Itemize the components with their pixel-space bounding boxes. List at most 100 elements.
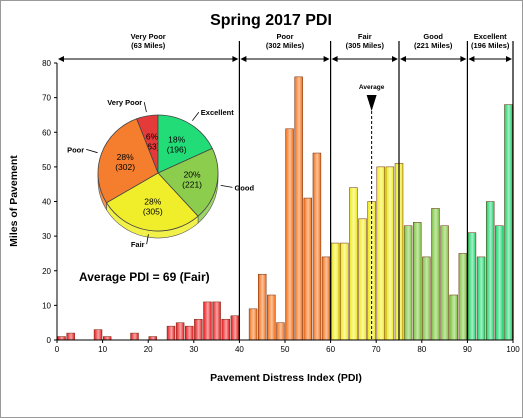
x-tick-label: 40 [235,345,244,354]
bar [102,336,112,341]
bar [276,322,285,341]
bar [66,332,75,341]
pie-slice-miles: (302) [115,162,135,172]
pie-slice [157,147,219,217]
pie-slice-percent: 18% [168,135,185,145]
plot-area: Very Poor(63 Miles)Poor(302 Miles)Fair(3… [42,32,520,354]
arrow-head-left [400,56,406,62]
x-tick-label: 80 [417,345,426,354]
band-miles-label: (221 Miles) [414,41,453,50]
pie-slice-label: Excellent [201,108,234,117]
bar [349,187,358,341]
bar [385,166,395,341]
x-axis-title: Pavement Distress Index (PDI) [210,372,362,384]
pie-slice-label: Very Poor [107,98,142,107]
bar [130,332,139,341]
pie-slice-miles: (305) [143,206,163,216]
pie-slice-percent: 6% [146,132,159,142]
arrow-head-right [323,56,330,62]
y-tick-label: 80 [42,59,51,68]
bar [413,222,422,341]
band-label: Good [423,32,443,41]
pie-leader-line [86,149,98,154]
y-tick-label: 60 [42,128,51,137]
x-tick-label: 70 [372,345,381,354]
bar [230,315,240,341]
bar [467,232,477,341]
band-miles-label: (196 Miles) [471,41,510,50]
x-tick-label: 30 [189,345,198,354]
bar [221,318,230,341]
arrow-head-right [232,56,239,62]
bar [422,256,431,341]
pie-slice-miles: (196) [167,145,187,155]
x-tick-label: 0 [55,345,60,354]
arrow-head-right [460,56,467,62]
bar [294,76,303,341]
bar [358,218,367,341]
bar [440,225,449,341]
pie-leader-line [220,184,233,188]
pie-slice-label: Fair [131,240,145,249]
pie-slice-percent: 28% [144,196,161,206]
arrow-head-left [331,56,338,62]
bar [303,197,313,341]
pie-leader-line [192,112,200,121]
y-tick-label: 50 [42,163,51,172]
y-tick-label: 40 [42,198,51,207]
pie-leader-line [143,102,147,113]
band-label: Poor [276,32,293,41]
x-tick-label: 60 [326,345,335,354]
bar [257,273,267,341]
pie-slice [97,118,159,204]
arrow-head-left [240,56,247,62]
bar [212,301,221,341]
bar [330,242,340,341]
bar [248,308,258,341]
pie-leader-line [146,234,149,245]
bar [93,329,103,341]
bar [485,201,495,341]
band-miles-label: (63 Miles) [131,41,166,50]
x-tick-label: 50 [281,345,290,354]
bar [175,322,185,341]
band-miles-label: (302 Miles) [266,41,305,50]
bar [376,166,385,341]
bar [476,256,486,341]
bar [185,325,194,341]
y-tick-label: 10 [42,301,51,310]
x-tick-label: 10 [98,345,107,354]
bar [194,318,203,341]
bar [312,152,322,341]
band-label: Fair [358,32,372,41]
bar [495,225,504,341]
arrow-head-right [392,56,398,62]
bar [203,301,212,341]
pie-slice-miles: (221) [182,180,202,190]
pie-slice-miles: (63) [144,142,159,152]
bar [449,294,458,341]
y-tick-label: 70 [42,94,51,103]
bar [458,253,468,341]
pie-slice [157,114,213,174]
bar [321,256,331,341]
bar [57,336,66,341]
x-tick-label: 90 [463,345,472,354]
average-pdi-annotation: Average PDI = 69 (Fair) [79,270,210,284]
average-label: Average [359,84,385,91]
arrow-head-right [506,56,512,62]
chart-title: Spring 2017 PDI [210,12,332,29]
pie-slice-percent: 28% [117,152,134,162]
y-tick-label: 20 [42,267,51,276]
bar [431,208,440,341]
bar [267,294,276,341]
y-tick-label: 0 [47,336,52,345]
bar [504,104,513,341]
pie-inset: 6%(63) Very Poor 18%(196) Excellent 20%(221)… [67,98,254,249]
band-label: Very Poor [131,32,166,41]
pie-slice-percent: 20% [184,170,201,180]
arrow-head-left [468,56,475,62]
arrow-head-left [58,56,64,62]
